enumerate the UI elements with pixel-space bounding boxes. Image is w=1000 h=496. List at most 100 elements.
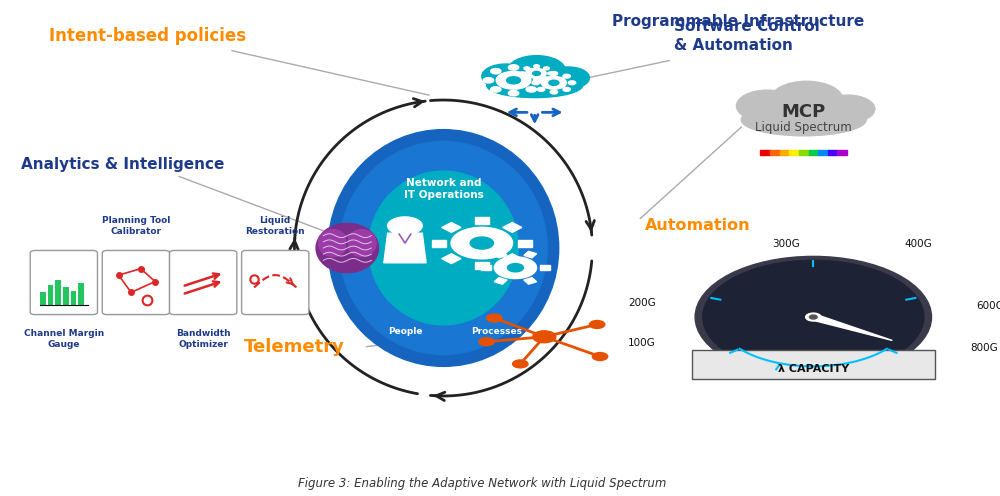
Bar (770, 150, 780, 155)
Ellipse shape (368, 171, 518, 325)
Circle shape (809, 315, 817, 319)
Circle shape (537, 74, 545, 78)
Text: 300G: 300G (772, 240, 800, 249)
Circle shape (534, 65, 539, 68)
Bar (475, 218, 489, 225)
Text: 100G: 100G (628, 338, 656, 348)
Circle shape (550, 71, 558, 75)
Text: Network and
IT Operations: Network and IT Operations (404, 178, 483, 200)
Bar (799, 150, 809, 155)
Bar (494, 278, 507, 284)
Circle shape (470, 237, 494, 249)
Polygon shape (810, 314, 892, 340)
Circle shape (568, 81, 576, 85)
Bar (837, 150, 847, 155)
Circle shape (507, 263, 523, 272)
Circle shape (526, 87, 536, 92)
FancyBboxPatch shape (170, 250, 237, 314)
Bar (40, 292, 46, 305)
FancyBboxPatch shape (30, 250, 97, 314)
Circle shape (703, 260, 924, 374)
Circle shape (547, 67, 589, 89)
Circle shape (563, 87, 570, 91)
Text: Processes: Processes (471, 327, 522, 336)
Circle shape (695, 256, 932, 378)
Bar (760, 150, 770, 155)
Circle shape (508, 56, 565, 85)
Bar (503, 254, 522, 263)
Circle shape (549, 80, 559, 85)
Bar (524, 251, 537, 258)
Bar (442, 254, 461, 263)
Circle shape (550, 90, 558, 94)
Bar (48, 285, 53, 305)
Bar (442, 223, 461, 232)
Circle shape (533, 71, 540, 75)
Bar (789, 150, 799, 155)
Circle shape (541, 76, 566, 89)
Bar (503, 223, 522, 232)
Circle shape (491, 68, 501, 74)
Circle shape (532, 81, 540, 85)
Text: People: People (388, 327, 422, 336)
Circle shape (482, 64, 530, 89)
Circle shape (526, 68, 536, 74)
Text: Intent-based policies: Intent-based policies (49, 27, 247, 45)
Bar (78, 283, 84, 305)
Circle shape (451, 227, 513, 259)
Text: 800G: 800G (971, 343, 998, 353)
Bar (818, 150, 828, 155)
Circle shape (527, 68, 546, 78)
Text: 200G: 200G (628, 298, 656, 308)
Circle shape (533, 78, 544, 83)
Circle shape (483, 78, 494, 83)
Circle shape (589, 320, 605, 328)
Bar (71, 291, 76, 305)
FancyBboxPatch shape (242, 250, 309, 314)
Text: 400G: 400G (904, 240, 932, 249)
Bar (475, 262, 489, 269)
Circle shape (544, 77, 549, 80)
Circle shape (544, 67, 549, 70)
Ellipse shape (487, 73, 583, 98)
Circle shape (821, 95, 875, 123)
Circle shape (537, 87, 545, 91)
Circle shape (388, 217, 422, 235)
Text: Programmable Infrastructure: Programmable Infrastructure (612, 13, 864, 29)
Text: Liquid
Restoration: Liquid Restoration (245, 216, 305, 236)
Circle shape (806, 313, 821, 321)
Circle shape (491, 87, 501, 92)
Ellipse shape (316, 223, 379, 273)
Bar (432, 240, 446, 247)
Text: Planning Tool
Calibrator: Planning Tool Calibrator (102, 216, 170, 236)
Bar (780, 150, 789, 155)
Bar (809, 150, 818, 155)
Bar (518, 240, 532, 247)
Text: λ CAPACITY: λ CAPACITY (778, 364, 849, 374)
Bar (524, 278, 537, 284)
Circle shape (533, 331, 556, 343)
Text: Figure 3: Enabling the Adaptive Network with Liquid Spectrum: Figure 3: Enabling the Adaptive Network … (298, 477, 666, 490)
Circle shape (524, 67, 530, 70)
Bar (494, 251, 507, 258)
Text: Liquid Spectrum: Liquid Spectrum (755, 121, 852, 133)
Circle shape (508, 65, 519, 70)
Circle shape (479, 338, 494, 346)
Circle shape (513, 360, 528, 368)
Circle shape (496, 71, 531, 89)
Text: 600G: 600G (976, 301, 1000, 310)
Text: Bandwidth
Optimizer: Bandwidth Optimizer (176, 329, 230, 349)
Ellipse shape (328, 129, 559, 367)
Circle shape (507, 77, 520, 84)
Text: MCP: MCP (782, 103, 826, 122)
Bar (540, 265, 550, 270)
Ellipse shape (741, 104, 866, 136)
Ellipse shape (340, 141, 547, 355)
Circle shape (534, 79, 539, 82)
Circle shape (520, 72, 526, 75)
Ellipse shape (318, 230, 347, 256)
Circle shape (508, 90, 519, 96)
Bar (63, 288, 69, 305)
Circle shape (736, 90, 798, 122)
FancyBboxPatch shape (692, 350, 935, 379)
